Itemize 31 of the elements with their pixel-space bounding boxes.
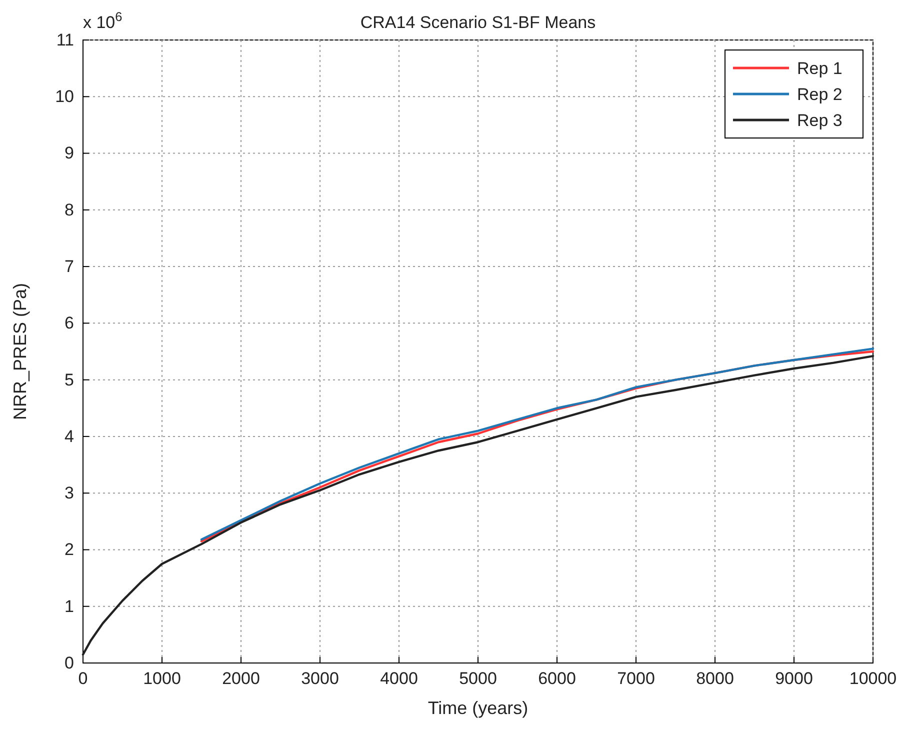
- chart-title: CRA14 Scenario S1-BF Means: [360, 13, 596, 32]
- y-tick-label: 8: [64, 200, 74, 220]
- legend-label: Rep 3: [797, 111, 842, 130]
- x-tick-label: 1000: [143, 669, 181, 688]
- y-tick-label: 9: [64, 144, 74, 163]
- x-tick-label: 5000: [459, 669, 497, 688]
- x-tick-label: 6000: [538, 669, 576, 688]
- x-axis-title: Time (years): [428, 698, 528, 718]
- y-tick-label: 11: [56, 30, 74, 50]
- line-series: [82, 354, 874, 656]
- legend-label: Rep 2: [797, 85, 842, 104]
- x-tick-label: 8000: [696, 669, 734, 688]
- x-tick-label: 4000: [380, 669, 418, 688]
- x-tick-label: 7000: [617, 669, 655, 688]
- y-tick-label: 10: [55, 87, 74, 106]
- y-axis-title: NRR_PRES (Pa): [10, 282, 30, 420]
- x-tick-label: 2000: [222, 669, 260, 688]
- x-tick-label: 0: [78, 669, 88, 688]
- y-tick-label: 6: [64, 314, 74, 333]
- legend-label: Rep 1: [797, 59, 842, 78]
- text: x 10$^{6}$: [83, 8, 122, 32]
- y-tick-label: 1: [64, 596, 74, 616]
- x-tick-label: 10000: [849, 669, 897, 688]
- y-tick-label: 5: [64, 370, 74, 390]
- y-tick-label: 2: [64, 540, 74, 560]
- y-tick-label: 4: [64, 426, 74, 446]
- x-tick-label: 3000: [301, 669, 339, 688]
- x-tick-label: 9000: [775, 669, 813, 688]
- y-tick-label: 3: [64, 484, 74, 503]
- y-tick-label: 0: [64, 653, 74, 672]
- y-tick-label: 7: [64, 256, 74, 276]
